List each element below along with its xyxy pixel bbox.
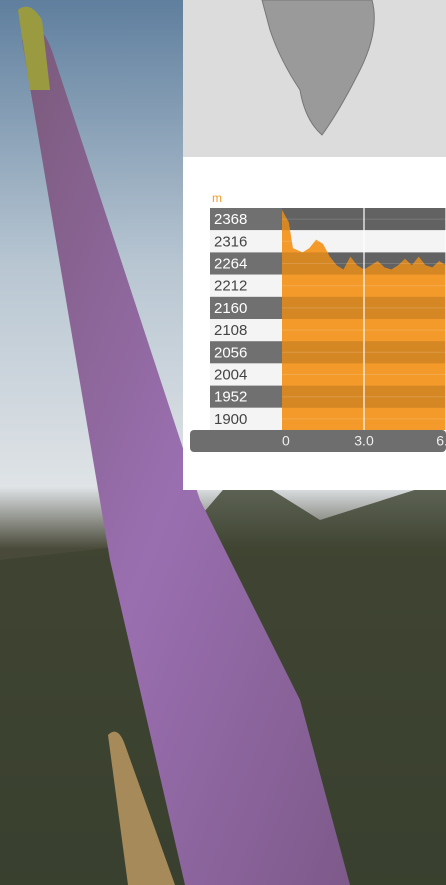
y-tick-label: 1952 bbox=[214, 389, 247, 406]
y-unit: m bbox=[212, 191, 222, 205]
x-tick-label: 0 bbox=[282, 433, 290, 449]
y-tick-label: 1900 bbox=[214, 411, 247, 428]
y-tick-label: 2004 bbox=[214, 366, 247, 383]
page: 2368 2316 2264 2212 2160 2108 2056 2004 1952 1900… bbox=[0, 0, 446, 885]
x-axis-bar bbox=[190, 430, 446, 452]
y-tick-label: 2368 bbox=[214, 211, 247, 228]
y-tick-label: 2056 bbox=[214, 344, 247, 361]
screen: 2368 2316 2264 2212 2160 2108 2056 2004 1952 1900… bbox=[0, 0, 446, 885]
x-tick-label: 6.0 bbox=[436, 433, 446, 449]
x-tick-label: 3.0 bbox=[354, 433, 374, 449]
elevation-chart: 2368 2316 2264 2212 2160 2108 2056 2004 1952 1900… bbox=[190, 208, 446, 452]
y-tick-label: 2316 bbox=[214, 233, 247, 250]
y-tick-label: 2264 bbox=[214, 255, 247, 272]
y-tick-label: 2212 bbox=[214, 278, 247, 295]
y-tick-label: 2108 bbox=[214, 322, 247, 339]
y-tick-label: 2160 bbox=[214, 300, 247, 317]
